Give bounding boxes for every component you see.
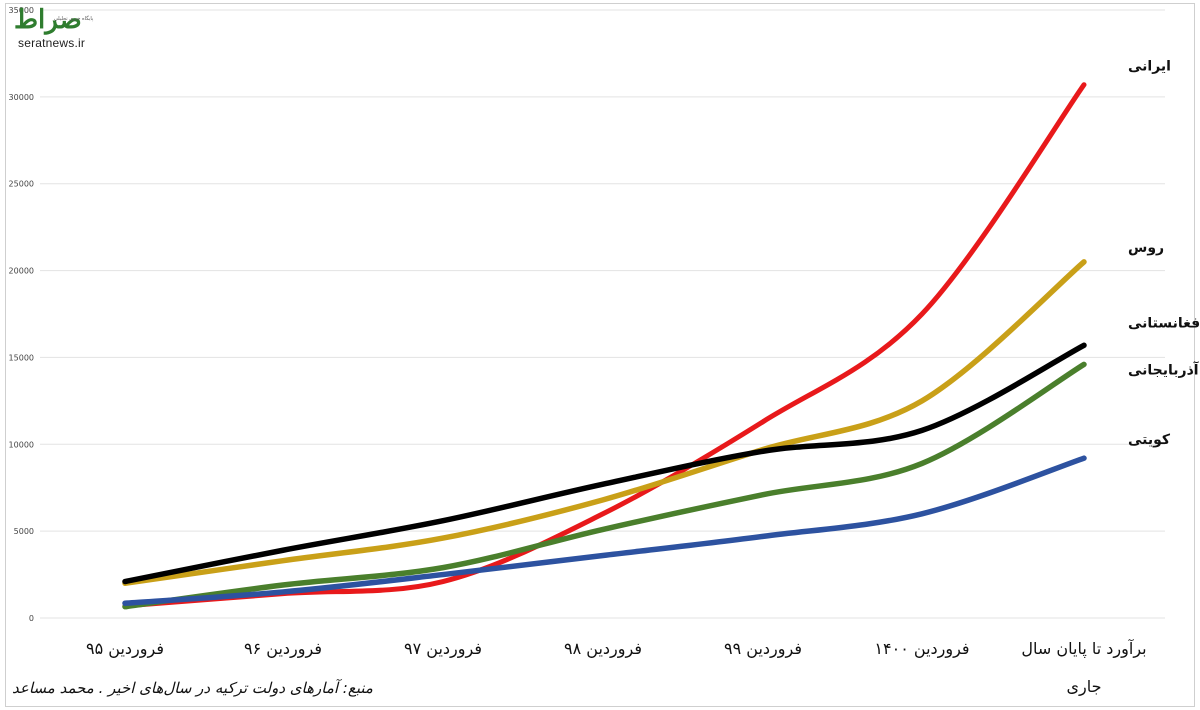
watermark-site: seratnews.ir [18, 36, 86, 50]
series-label: افغانستانی [1128, 315, 1200, 331]
series-label: روس [1128, 240, 1164, 256]
watermark-logo: صراط پایگاه خبری تحلیلی seratnews.ir [14, 6, 102, 52]
series-label: آذربایجانی [1128, 360, 1200, 378]
x-tick-label: برآورد تا پایان سال جاری [1021, 639, 1146, 697]
x-tick-label: فروردین ۹۵ [86, 639, 164, 659]
y-tick-label: 5000 [14, 527, 34, 536]
watermark-tagline: پایگاه خبری تحلیلی [54, 16, 94, 22]
y-tick-label: 10000 [9, 440, 34, 449]
series-line [122, 342, 1087, 585]
series-label: کویتی [1128, 432, 1171, 448]
watermark-brand: صراط [14, 5, 82, 35]
source-note: منبع: آمارهای دولت ترکیه در سال‌های اخیر… [12, 679, 373, 697]
series-label: ایرانی [1128, 59, 1171, 75]
series-line [122, 361, 1087, 610]
y-tick-label: 35000 [9, 6, 34, 15]
x-tick-label: فروردین ۹۷ [404, 639, 482, 659]
x-tick-label: فروردین ۹۸ [564, 639, 642, 659]
series-line [122, 455, 1087, 606]
y-tick-label: 30000 [9, 93, 34, 102]
series-line [122, 259, 1087, 587]
chart-frame [5, 3, 1195, 707]
y-tick-label: 0 [29, 614, 34, 623]
y-tick-label: 25000 [9, 180, 34, 189]
x-tick-label: فروردین ۹۹ [724, 639, 802, 659]
x-tick-label: فروردین ۱۴۰۰ [874, 639, 969, 659]
y-tick-label: 15000 [9, 353, 34, 362]
x-tick-label: فروردین ۹۶ [244, 639, 322, 659]
y-tick-label: 20000 [9, 267, 34, 276]
